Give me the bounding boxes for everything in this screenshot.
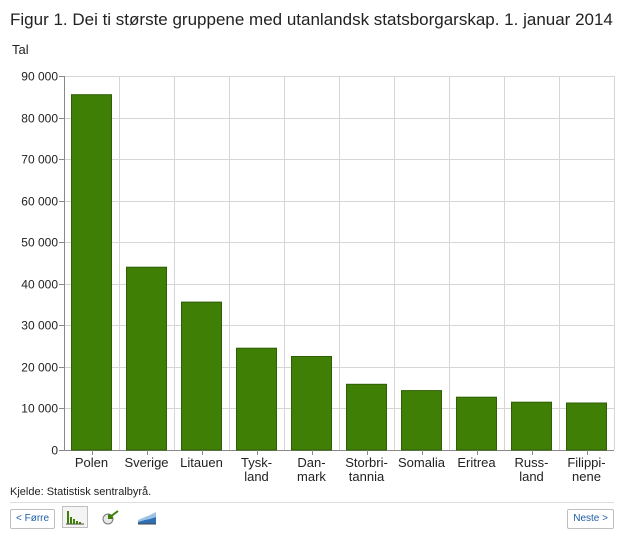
x-tick-label-line: Litauen [180,455,223,470]
x-tick-label-line: Polen [75,455,108,470]
y-tick-label: 50 000 [21,236,58,250]
source-note: Kjelde: Statistisk sentralbyrå. [10,486,152,498]
x-tick-label-line: nene [572,469,601,484]
y-tick-label: 20 000 [21,361,58,375]
x-tick-label-line: Tysk- [241,455,272,470]
bar [511,401,552,451]
x-tick-label-line: Dan- [297,455,325,470]
x-tick-label-line: Sverige [124,455,168,470]
y-tick-label: 0 [51,444,58,458]
x-tick-label: Eritrea [457,455,496,470]
bar-chart-icon[interactable] [62,506,88,528]
next-button[interactable]: Neste > [567,509,614,529]
y-tick-label: 40 000 [21,278,58,292]
bar [291,356,332,451]
previous-button[interactable]: < Førre [10,509,56,529]
bar [126,266,167,451]
x-tick-label-line: land [519,469,544,484]
bar [71,94,112,451]
bar [566,402,607,451]
x-tick-label: Russ-land [515,455,549,484]
y-tick-label: 80 000 [21,112,58,126]
bar-chart: 0 10 000 20 000 30 000 40 000 50 000 60 000 70 … [21,70,615,484]
y-tick-label: 10 000 [21,402,58,416]
area-chart-icon[interactable] [134,506,160,528]
pie-chart-icon[interactable] [98,506,124,528]
y-tick-label: 90 000 [21,70,58,84]
chart-title: Figur 1. Dei ti største gruppene med uta… [10,10,613,29]
y-tick-label: 70 000 [21,153,58,167]
bar [236,347,277,451]
x-tick-label: Dan-mark [297,455,326,484]
x-tick-label: Litauen [180,455,223,470]
y-axis-unit-label: Tal [12,42,29,57]
y-tick-label: 30 000 [21,319,58,333]
bar [456,396,497,451]
x-tick-label-line: Somalia [398,455,446,470]
x-tick-label-line: land [244,469,269,484]
x-tick-label-line: Filippi- [567,455,605,470]
x-tick-label: Tysk-land [241,455,272,484]
x-tick-label: Filippi-nene [567,455,605,484]
x-tick-label-line: Russ- [515,455,549,470]
bar [181,301,222,451]
x-tick-label: Sverige [124,455,168,470]
bar [401,390,442,451]
x-tick-label: Polen [75,455,108,470]
x-tick-label-line: tannia [349,469,385,484]
x-tick-label: Somalia [398,455,446,470]
y-tick-label: 60 000 [21,195,58,209]
footer-divider [10,502,614,503]
x-tick-label-line: Eritrea [457,455,496,470]
x-tick-label: Storbri-tannia [345,455,388,484]
x-tick-label-line: mark [297,469,326,484]
bar [346,383,387,451]
x-tick-label-line: Storbri- [345,455,388,470]
